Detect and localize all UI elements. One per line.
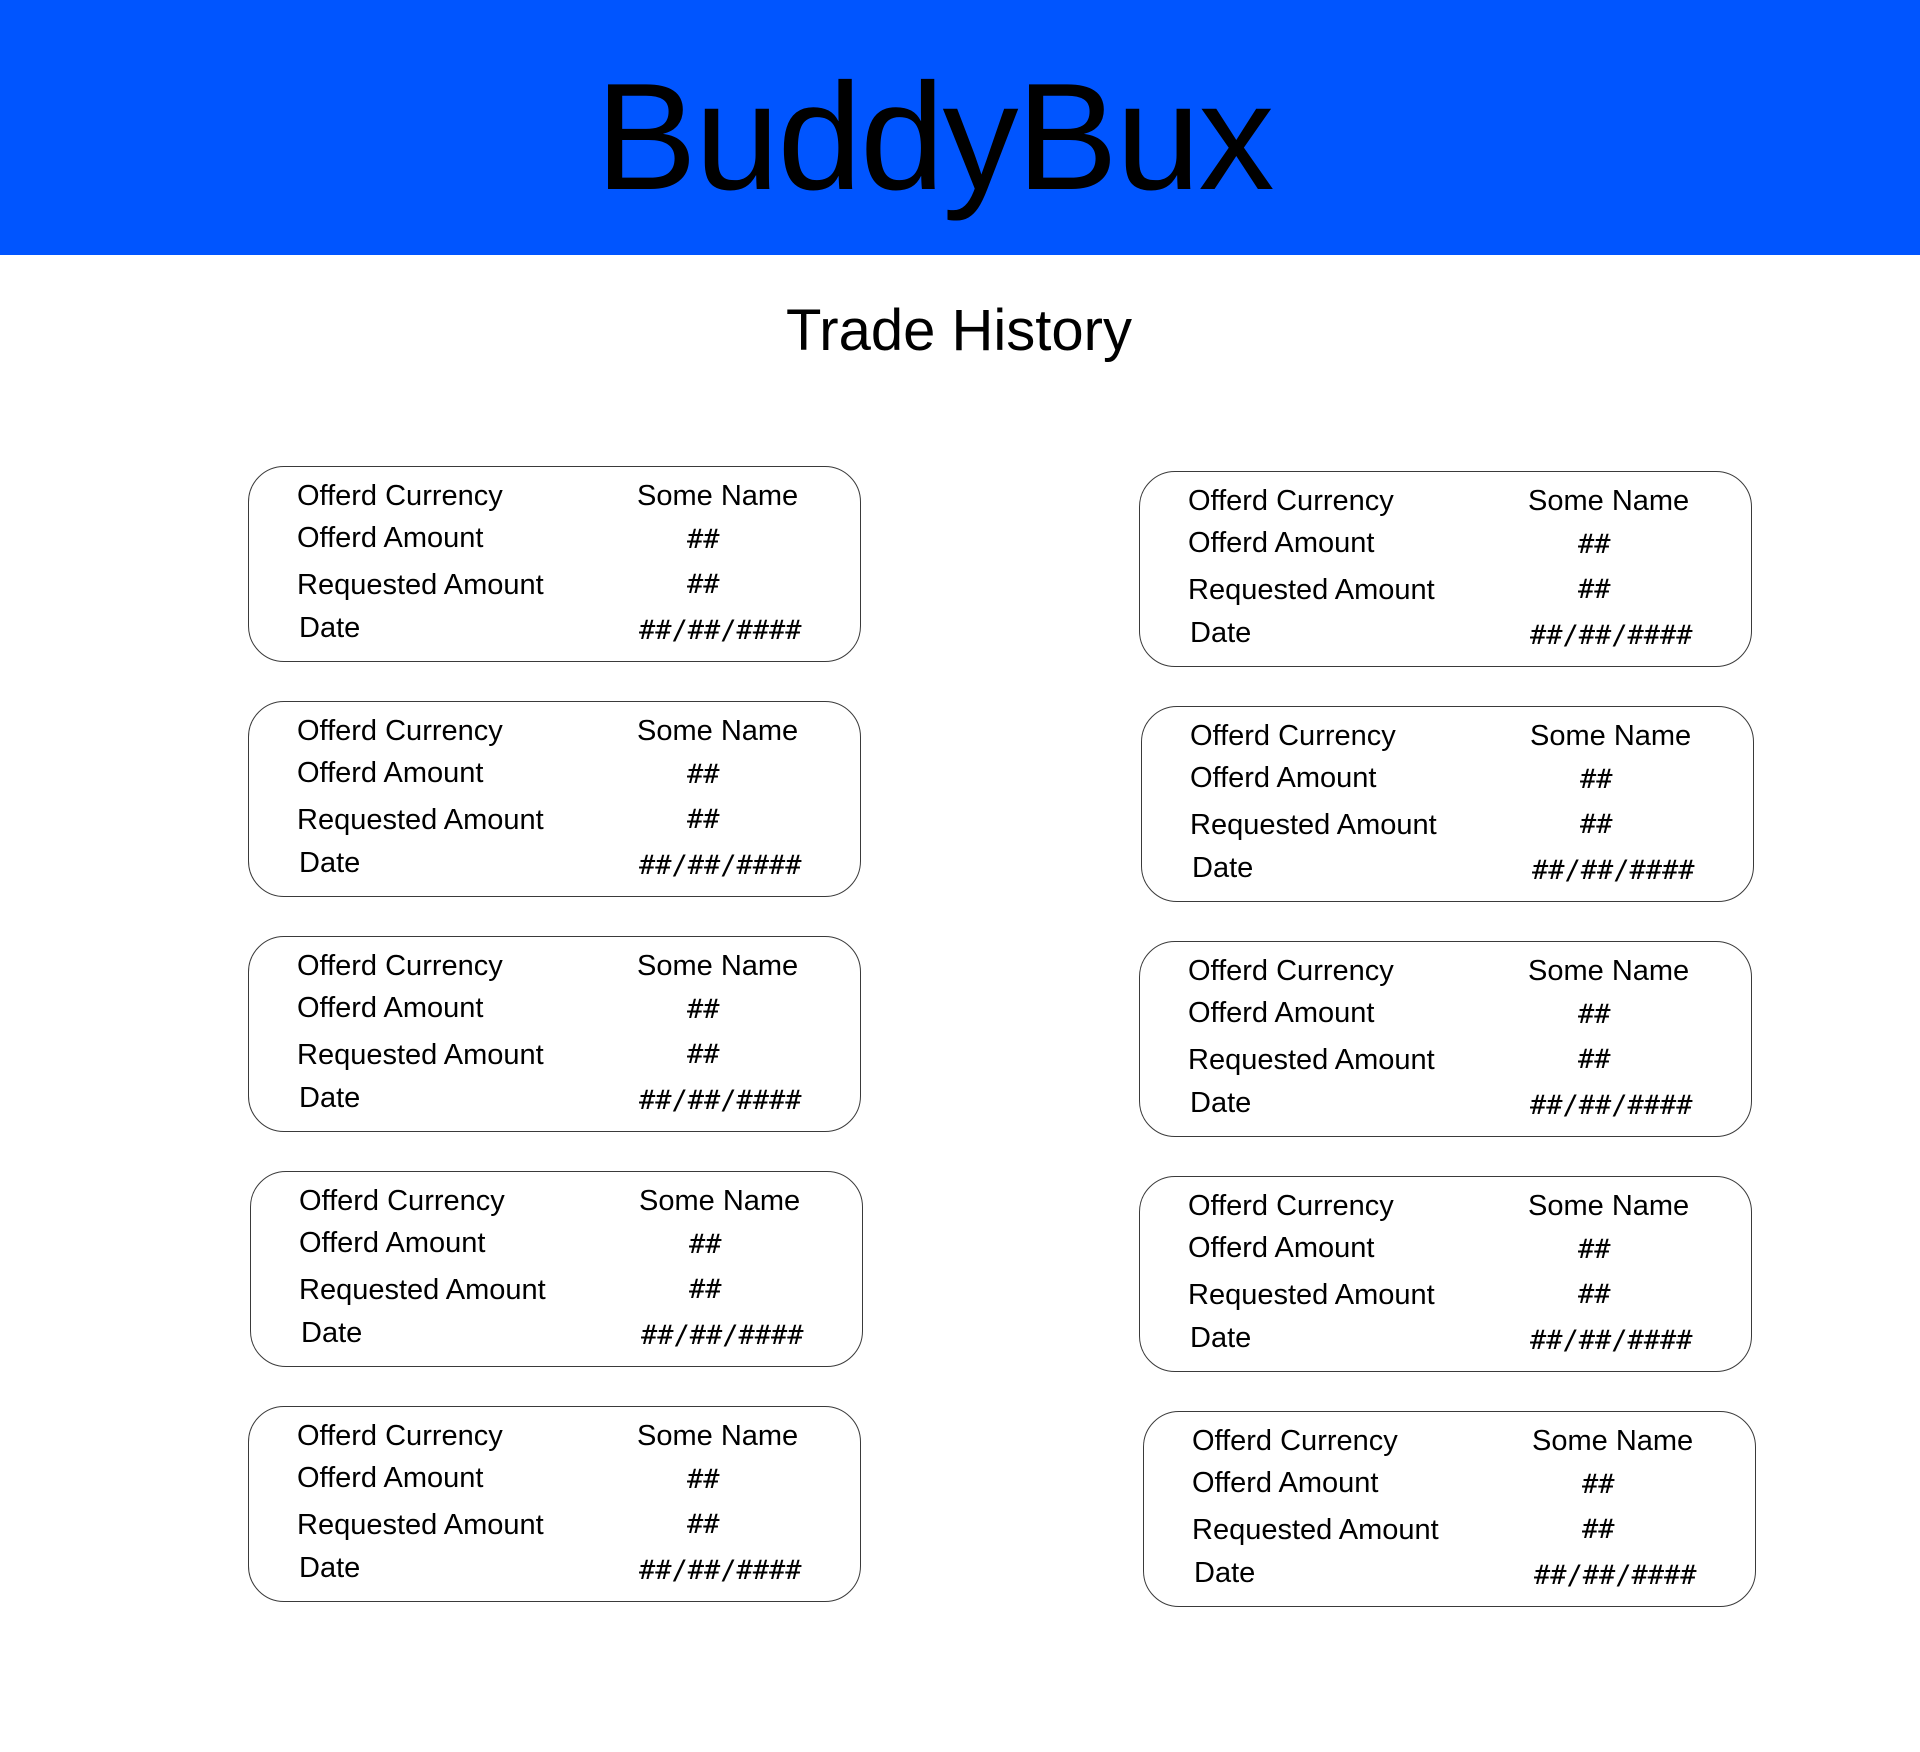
requested-amount-value: ## xyxy=(1578,1279,1611,1310)
date-value: ##/##/#### xyxy=(639,1555,802,1586)
date-label: Date xyxy=(301,1317,363,1349)
offered-amount-label: Offerd Amount xyxy=(297,1462,484,1494)
offered-currency-value: Some Name xyxy=(637,950,799,982)
app-header: BuddyBux xyxy=(0,0,1920,255)
page-title: Trade History xyxy=(786,298,1132,363)
offered-amount-label: Offerd Amount xyxy=(1190,762,1377,794)
date-value: ##/##/#### xyxy=(1530,1325,1693,1356)
requested-amount-label: Requested Amount xyxy=(297,1039,544,1071)
requested-amount-value: ## xyxy=(687,1509,720,1540)
requested-amount-value: ## xyxy=(687,1039,720,1070)
offered-currency-label: Offerd Currency xyxy=(297,950,503,982)
requested-amount-value: ## xyxy=(689,1274,722,1305)
offered-amount-value: ## xyxy=(687,524,720,555)
requested-amount-label: Requested Amount xyxy=(1192,1514,1439,1546)
offered-amount-value: ## xyxy=(687,1464,720,1495)
offered-currency-label: Offerd Currency xyxy=(299,1185,505,1217)
requested-amount-label: Requested Amount xyxy=(1188,1044,1435,1076)
requested-amount-value: ## xyxy=(687,804,720,835)
offered-currency-value: Some Name xyxy=(1528,1190,1690,1222)
trade-card[interactable]: Offerd Currency Offerd Amount Requested … xyxy=(248,1406,861,1602)
trade-card[interactable]: Offerd Currency Offerd Amount Requested … xyxy=(1143,1411,1756,1607)
offered-currency-value: Some Name xyxy=(1530,720,1692,752)
offered-amount-label: Offerd Amount xyxy=(1188,997,1375,1029)
offered-amount-value: ## xyxy=(687,759,720,790)
offered-currency-label: Offerd Currency xyxy=(1192,1425,1398,1457)
offered-amount-label: Offerd Amount xyxy=(297,992,484,1024)
date-value: ##/##/#### xyxy=(1530,1090,1693,1121)
offered-amount-value: ## xyxy=(1580,764,1613,795)
offered-currency-value: Some Name xyxy=(639,1185,801,1217)
requested-amount-value: ## xyxy=(687,569,720,600)
offered-currency-label: Offerd Currency xyxy=(297,715,503,747)
trade-card[interactable]: Offerd Currency Offerd Amount Requested … xyxy=(248,701,861,897)
trade-card[interactable]: Offerd Currency Offerd Amount Requested … xyxy=(1139,1176,1752,1372)
date-label: Date xyxy=(1190,1087,1252,1119)
offered-amount-label: Offerd Amount xyxy=(1188,1232,1375,1264)
offered-currency-label: Offerd Currency xyxy=(1188,1190,1394,1222)
date-value: ##/##/#### xyxy=(639,850,802,881)
trade-card[interactable]: Offerd Currency Offerd Amount Requested … xyxy=(248,936,861,1132)
requested-amount-label: Requested Amount xyxy=(297,804,544,836)
offered-amount-value: ## xyxy=(687,994,720,1025)
date-label: Date xyxy=(299,612,361,644)
offered-amount-label: Offerd Amount xyxy=(1188,527,1375,559)
offered-currency-value: Some Name xyxy=(637,1420,799,1452)
offered-currency-label: Offerd Currency xyxy=(297,480,503,512)
date-label: Date xyxy=(299,1082,361,1114)
offered-amount-label: Offerd Amount xyxy=(297,522,484,554)
date-label: Date xyxy=(1194,1557,1256,1589)
offered-amount-label: Offerd Amount xyxy=(1192,1467,1379,1499)
trade-card[interactable]: Offerd Currency Offerd Amount Requested … xyxy=(250,1171,863,1367)
requested-amount-label: Requested Amount xyxy=(1188,1279,1435,1311)
date-value: ##/##/#### xyxy=(639,615,802,646)
date-value: ##/##/#### xyxy=(1530,620,1693,651)
requested-amount-label: Requested Amount xyxy=(1188,574,1435,606)
requested-amount-label: Requested Amount xyxy=(297,1509,544,1541)
offered-amount-value: ## xyxy=(689,1229,722,1260)
requested-amount-label: Requested Amount xyxy=(297,569,544,601)
offered-currency-label: Offerd Currency xyxy=(1190,720,1396,752)
date-label: Date xyxy=(1192,852,1254,884)
offered-currency-label: Offerd Currency xyxy=(297,1420,503,1452)
offered-amount-value: ## xyxy=(1578,999,1611,1030)
app-title: BuddyBux xyxy=(595,52,1275,222)
offered-currency-label: Offerd Currency xyxy=(1188,485,1394,517)
offered-amount-value: ## xyxy=(1578,1234,1611,1265)
trade-card[interactable]: Offerd Currency Offerd Amount Requested … xyxy=(1141,706,1754,902)
offered-amount-value: ## xyxy=(1578,529,1611,560)
date-value: ##/##/#### xyxy=(641,1320,804,1351)
offered-currency-label: Offerd Currency xyxy=(1188,955,1394,987)
date-value: ##/##/#### xyxy=(1534,1560,1697,1591)
offered-currency-value: Some Name xyxy=(1532,1425,1694,1457)
offered-amount-label: Offerd Amount xyxy=(297,757,484,789)
trade-card[interactable]: Offerd Currency Offerd Amount Requested … xyxy=(1139,941,1752,1137)
trade-card[interactable]: Offerd Currency Offerd Amount Requested … xyxy=(1139,471,1752,667)
requested-amount-value: ## xyxy=(1578,1044,1611,1075)
requested-amount-label: Requested Amount xyxy=(1190,809,1437,841)
requested-amount-value: ## xyxy=(1580,809,1613,840)
trade-card[interactable]: Offerd Currency Offerd Amount Requested … xyxy=(248,466,861,662)
requested-amount-value: ## xyxy=(1578,574,1611,605)
requested-amount-label: Requested Amount xyxy=(299,1274,546,1306)
date-label: Date xyxy=(1190,1322,1252,1354)
date-label: Date xyxy=(299,1552,361,1584)
date-value: ##/##/#### xyxy=(1532,855,1695,886)
offered-currency-value: Some Name xyxy=(637,480,799,512)
date-label: Date xyxy=(1190,617,1252,649)
date-value: ##/##/#### xyxy=(639,1085,802,1116)
offered-amount-value: ## xyxy=(1582,1469,1615,1500)
date-label: Date xyxy=(299,847,361,879)
offered-currency-value: Some Name xyxy=(1528,955,1690,987)
offered-currency-value: Some Name xyxy=(1528,485,1690,517)
offered-amount-label: Offerd Amount xyxy=(299,1227,486,1259)
offered-currency-value: Some Name xyxy=(637,715,799,747)
requested-amount-value: ## xyxy=(1582,1514,1615,1545)
